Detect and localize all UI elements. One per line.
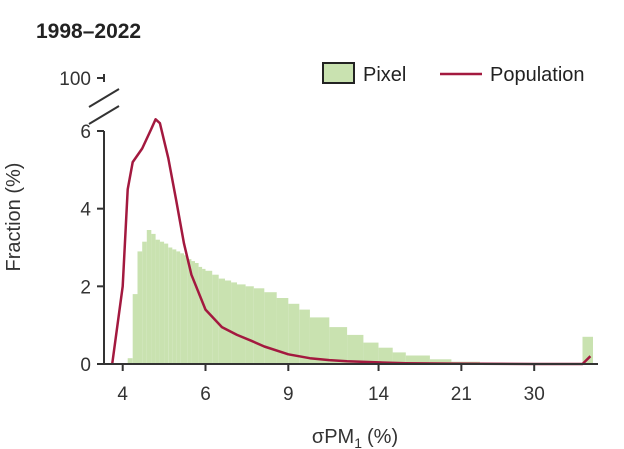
pixel-bar: [225, 280, 232, 364]
pixel-bar: [231, 282, 237, 364]
y-tick-label: 2: [80, 277, 91, 298]
legend-label-pixel: Pixel: [363, 64, 406, 86]
legend-label-population: Population: [490, 64, 585, 86]
pixel-bar: [172, 249, 177, 364]
pixel-bar: [151, 233, 156, 364]
legend: Pixel Population: [322, 62, 585, 86]
pixel-bar: [155, 239, 160, 364]
population-line: [110, 118, 592, 366]
y-tick-label: 4: [80, 200, 91, 221]
pixel-bar: [309, 317, 330, 364]
pixel-bar: [329, 327, 348, 364]
x-axis-label-subscript: 1: [354, 435, 362, 449]
pixel-bar: [146, 230, 152, 364]
pixel-bar: [264, 292, 277, 364]
x-tick-label: 6: [200, 384, 211, 405]
x-axis-label: σPM1 (%): [312, 426, 398, 449]
y-axis: [88, 74, 120, 364]
x-tick-label: 14: [368, 384, 390, 405]
pixel-bar: [363, 342, 379, 364]
pixel-bar: [582, 336, 593, 364]
pixel-bar: [195, 263, 199, 364]
pixel-bar: [191, 261, 195, 364]
y-axis-label: Fraction (%): [3, 163, 25, 272]
pixel-bar: [276, 298, 289, 364]
pixel-bar: [142, 241, 147, 364]
pixel-bar: [184, 255, 188, 364]
pixel-bar: [198, 266, 203, 364]
pixel-bar: [288, 303, 300, 364]
pixel-bar: [164, 243, 169, 364]
pixel-bar: [392, 352, 406, 364]
pixel-bar: [187, 259, 192, 364]
y-tick-label: 100: [59, 69, 91, 90]
pixel-bar: [202, 268, 206, 364]
x-tick-label: 21: [451, 384, 472, 405]
axis-break-mark: [88, 88, 120, 108]
y-tick-label: 6: [80, 122, 91, 143]
pixel-bar: [137, 251, 143, 364]
pixel-bar: [245, 286, 254, 364]
pixel-bar: [237, 284, 246, 364]
x-tick-label: 9: [283, 384, 294, 405]
legend-swatch-pixel: [322, 62, 355, 84]
pixel-bar: [176, 251, 181, 364]
x-tick-label: 4: [117, 384, 128, 405]
x-axis-label-main: σPM: [312, 426, 354, 448]
pixel-bar: [132, 294, 138, 364]
pixel-bar: [205, 270, 213, 364]
pixel-bar: [405, 355, 430, 364]
pixel-bar: [429, 359, 452, 364]
pixel-bar: [347, 334, 364, 364]
pixel-bar: [218, 278, 225, 364]
pixel-bar: [159, 241, 165, 364]
pixel-bar: [168, 247, 173, 364]
axis-break-mark: [88, 105, 120, 125]
pixel-bar: [299, 309, 310, 364]
pixel-bar: [127, 358, 133, 364]
pixel-histogram: [127, 230, 593, 364]
y-tick-label: 0: [80, 355, 91, 376]
chart-title: 1998–2022: [36, 20, 141, 43]
x-axis-label-unit: (%): [367, 426, 398, 448]
pixel-bar: [180, 253, 184, 364]
pixel-bar: [378, 347, 393, 364]
x-tick-label: 30: [524, 384, 545, 405]
pixel-bar: [253, 288, 265, 364]
